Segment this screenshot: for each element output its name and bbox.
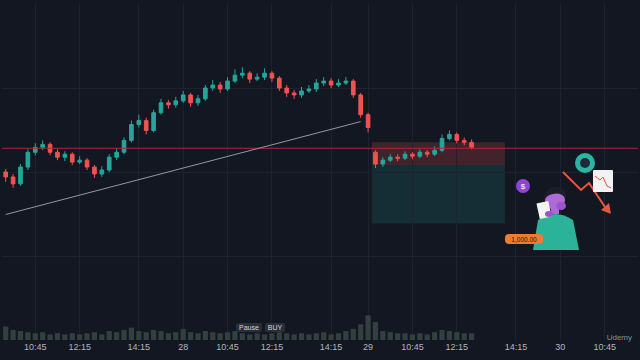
svg-text:12:15: 12:15 (446, 342, 469, 352)
html-text:BUY: BUY (267, 324, 283, 331)
svg-text:12:15: 12:15 (68, 342, 91, 352)
svg-text:30: 30 (555, 342, 565, 352)
svg-text:14:15: 14:15 (128, 342, 151, 352)
svg-text:10:45: 10:45 (216, 342, 239, 352)
svg-text:10:45: 10:45 (24, 342, 47, 352)
html-text:Udemy: Udemy (606, 333, 632, 342)
svg-text:1,000.00: 1,000.00 (511, 236, 537, 243)
svg-text:12:15: 12:15 (261, 342, 284, 352)
svg-text:28: 28 (178, 342, 188, 352)
svg-text:29: 29 (363, 342, 373, 352)
html-text:Pause: Pause (239, 324, 259, 331)
svg-text:14:15: 14:15 (505, 342, 528, 352)
svg-text:10:45: 10:45 (593, 342, 616, 352)
svg-text:$: $ (521, 182, 526, 191)
svg-text:14:15: 14:15 (320, 342, 343, 352)
svg-text:10:45: 10:45 (401, 342, 424, 352)
